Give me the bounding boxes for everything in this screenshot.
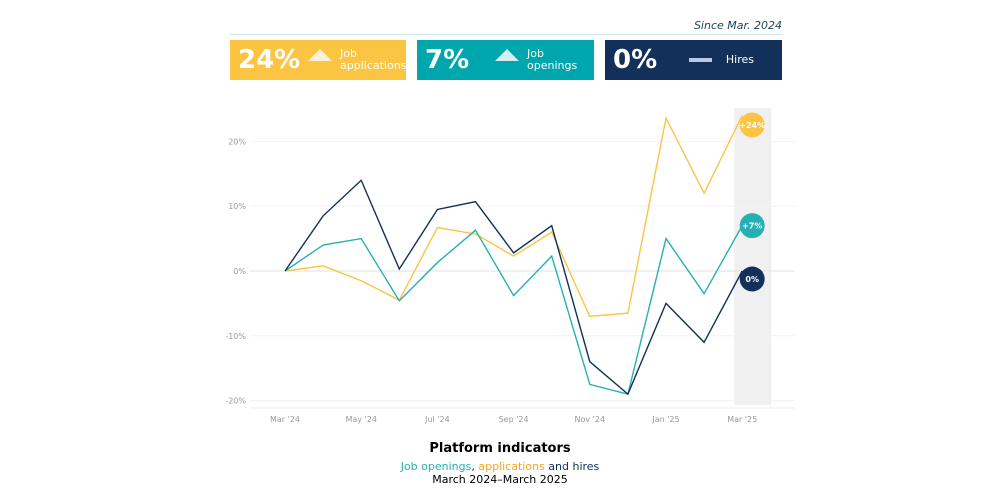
card-value: 0% bbox=[613, 45, 658, 75]
y-tick-label: 0% bbox=[233, 267, 246, 276]
end-label: +24% bbox=[739, 121, 765, 130]
end-label: 0% bbox=[745, 275, 759, 284]
x-tick-label: Jul '24 bbox=[424, 415, 450, 424]
arrow-up-icon bbox=[308, 49, 332, 61]
arrow-up-icon bbox=[495, 49, 519, 61]
y-tick-label: 20% bbox=[228, 137, 246, 146]
x-tick-label: Nov '24 bbox=[575, 415, 606, 424]
end-marker bbox=[739, 112, 765, 138]
card-value: 24% bbox=[238, 45, 301, 75]
x-tick-label: Jan '25 bbox=[651, 415, 679, 424]
card-label: Job applications bbox=[340, 47, 407, 72]
x-tick-label: Sep '24 bbox=[499, 415, 529, 424]
dash-icon bbox=[688, 58, 712, 62]
card-value: 7% bbox=[425, 45, 470, 75]
card-hires: 0% Hires bbox=[605, 40, 782, 80]
end-marker bbox=[739, 213, 765, 239]
card-applications: 24% Job applications bbox=[230, 40, 406, 80]
end-label: +7% bbox=[742, 222, 762, 231]
subtitle-openings: Job openings bbox=[400, 460, 472, 473]
subtitle-applications: applications bbox=[478, 460, 545, 473]
y-tick-label: -20% bbox=[225, 397, 246, 406]
subtitle-hires: and hires bbox=[544, 460, 600, 473]
subtitle-comma: , bbox=[471, 460, 479, 473]
series-line-hires bbox=[284, 179, 743, 396]
x-tick-label: May '24 bbox=[345, 415, 376, 424]
highlight-band bbox=[734, 108, 772, 405]
chart-subtitle: Job openings, applications and hires bbox=[0, 460, 1000, 473]
series-line-job-openings bbox=[284, 225, 743, 395]
y-tick-label: 10% bbox=[228, 202, 246, 211]
y-tick-label: -10% bbox=[225, 332, 246, 341]
series-line-applications bbox=[284, 115, 743, 318]
chart-title: Platform indicators bbox=[429, 441, 571, 456]
end-marker bbox=[739, 266, 765, 292]
chart-period: March 2024–March 2025 bbox=[432, 473, 568, 486]
card-label: Hires bbox=[725, 53, 755, 66]
x-tick-label: Mar '25 bbox=[727, 415, 757, 424]
card-label: Job openings bbox=[527, 47, 578, 72]
since-label: Since Mar. 2024 bbox=[693, 19, 782, 32]
card-openings: 7% Job openings bbox=[417, 40, 594, 80]
divider bbox=[230, 34, 782, 35]
x-tick-label: Mar '24 bbox=[270, 415, 300, 424]
